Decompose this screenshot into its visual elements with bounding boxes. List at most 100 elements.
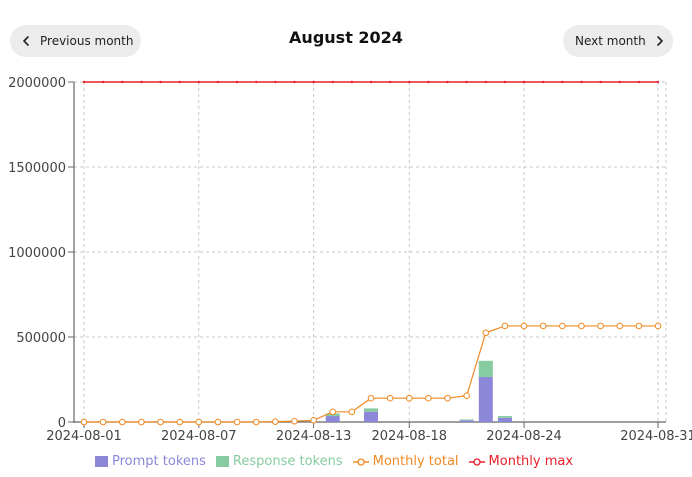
monthly-max-point [484, 80, 487, 84]
y-tick-label: 2000000 [8, 76, 66, 91]
bar-response [497, 416, 512, 418]
monthly-total-point [444, 394, 451, 402]
monthly-total-point [118, 418, 126, 426]
monthly-max-point [503, 80, 507, 84]
monthly-max-point [561, 80, 564, 84]
monthly-total-point [559, 322, 566, 330]
monthly-max-point [178, 80, 181, 84]
monthly-max-point [235, 80, 239, 84]
next-month-button[interactable]: Next month [563, 25, 673, 57]
monthly-max-point [197, 80, 200, 84]
monthly-max-point [331, 80, 334, 84]
chevron-right-icon [656, 36, 663, 46]
x-tick-label: 2024-08-07 [161, 429, 237, 444]
x-tick-label: 2024-08-24 [486, 429, 562, 444]
next-month-label: Next month [575, 34, 646, 48]
chart-legend: Prompt tokens Response tokens Monthly to… [95, 454, 573, 469]
monthly-max-point [369, 80, 373, 84]
bar-prompt [325, 416, 340, 422]
monthly-total-point [578, 322, 585, 330]
bar-response [478, 360, 493, 377]
monthly-total-point [386, 394, 394, 402]
x-tick-label: 2024-08-01 [46, 429, 122, 444]
y-tick-label: 0 [58, 416, 66, 431]
x-tick-label: 2024-08-13 [276, 429, 352, 444]
monthly-total-point [272, 418, 279, 425]
monthly-total-point [233, 418, 241, 426]
bar-prompt [364, 411, 378, 422]
monthly-max-point [216, 80, 220, 84]
monthly-total-point [310, 417, 317, 424]
monthly-max-point [101, 80, 105, 84]
monthly-total-point [291, 417, 298, 425]
page-title: August 2024 [289, 28, 403, 47]
monthly-total-point [214, 418, 222, 426]
monthly-total-point [405, 394, 413, 402]
monthly-total-point [482, 329, 490, 337]
monthly-total-point [597, 322, 604, 330]
monthly-total-point [138, 418, 145, 426]
monthly-max-point [618, 80, 621, 84]
monthly-max-point [446, 80, 449, 84]
legend-label-response: Response tokens [232, 454, 343, 469]
monthly-total-point [463, 392, 470, 399]
monthly-total-point [348, 408, 356, 416]
monthly-total-point [654, 322, 662, 330]
y-tick-label: 500000 [16, 331, 66, 346]
monthly-max-point [274, 80, 277, 84]
legend-swatch-max [468, 457, 485, 466]
monthly-max-point [599, 80, 602, 84]
monthly-total-point [520, 322, 528, 330]
monthly-total-point [367, 394, 375, 402]
monthly-total-point [539, 322, 547, 330]
legend-label-max: Monthly max [488, 454, 574, 469]
previous-month-label: Previous month [40, 34, 134, 48]
monthly-max-point [522, 80, 526, 84]
monthly-max-point [465, 80, 468, 84]
monthly-max-point [312, 80, 315, 84]
y-tick-label: 1000000 [8, 246, 66, 261]
legend-label-prompt: Prompt tokens [112, 454, 206, 469]
bar-prompt [478, 376, 493, 422]
monthly-total-point [501, 322, 509, 330]
monthly-total-point [176, 418, 183, 426]
monthly-max-point [159, 80, 162, 84]
legend-swatch-response [215, 456, 229, 467]
legend-item-prompt[interactable]: Prompt tokens [95, 454, 206, 469]
legend-label-total: Monthly total [372, 454, 459, 469]
monthly-max-point [542, 80, 545, 84]
bar-response [364, 408, 378, 412]
monthly-max-point [580, 80, 583, 84]
monthly-max-point [408, 80, 411, 84]
legend-item-max[interactable]: Monthly max [468, 454, 574, 469]
legend-swatch-prompt [95, 456, 108, 467]
monthly-total-point [99, 418, 107, 426]
monthly-total-point [195, 418, 203, 426]
monthly-total-point [252, 418, 260, 426]
x-tick-label: 2024-08-18 [371, 429, 447, 444]
monthly-max-point [121, 80, 124, 84]
monthly-max-point [82, 80, 86, 84]
monthly-max-point [637, 80, 641, 84]
monthly-total-point [616, 322, 624, 330]
legend-item-response[interactable]: Response tokens [215, 454, 343, 469]
monthly-max-point [350, 80, 354, 84]
monthly-total-point [329, 408, 337, 416]
monthly-total-point [157, 418, 164, 426]
bar-prompt [497, 417, 512, 422]
y-tick-label: 1500000 [8, 161, 66, 176]
monthly-total-point [635, 322, 643, 330]
legend-item-total[interactable]: Monthly total [352, 454, 459, 469]
chevron-left-icon [23, 36, 29, 46]
monthly-max-point [255, 80, 258, 84]
legend-swatch-total [352, 457, 369, 466]
bar-response [459, 419, 474, 421]
monthly-total-point [425, 394, 432, 402]
previous-month-button[interactable]: Previous month [10, 25, 141, 57]
monthly-total-line [84, 325, 658, 423]
bar-prompt [459, 420, 474, 422]
x-tick-label: 2024-08-31 [620, 429, 692, 444]
monthly-max-point [140, 80, 143, 84]
monthly-total-point [80, 418, 88, 426]
